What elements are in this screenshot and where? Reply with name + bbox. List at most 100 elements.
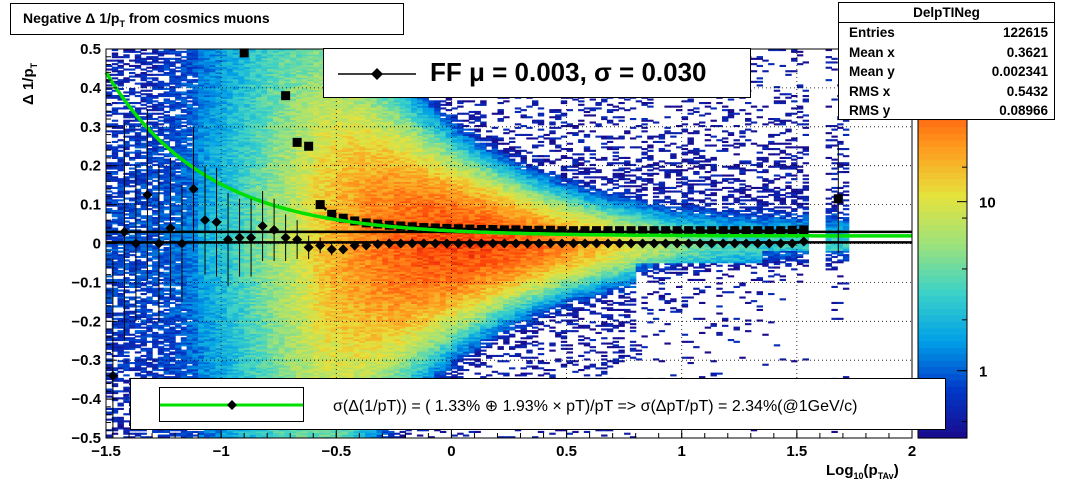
heatmap-cell [221,296,228,299]
heatmap-cell [221,376,228,379]
heatmap-cell [152,109,159,112]
heatmap-cell [221,176,228,179]
heatmap-cell [192,109,199,112]
heatmap-cell [238,89,245,92]
heatmap-cell [238,277,245,280]
heatmap-cell [180,326,188,329]
heatmap-cell [192,257,199,260]
heatmap-cell [134,146,142,149]
heatmap-cell [209,169,216,172]
heatmap-cell [163,236,170,239]
heatmap-cell [129,268,136,271]
heatmap-cell [140,240,147,243]
heatmap-cell [129,130,136,133]
heatmap-cell [169,109,176,112]
heatmap-cell [157,229,165,232]
heatmap-cell [203,107,211,110]
heatmap-cell [221,255,228,258]
heatmap-cell [175,280,182,283]
heatmap-cell [221,132,228,135]
heatmap-cell [152,194,159,197]
heatmap-cell [146,326,153,329]
heatmap-cell [152,156,159,159]
heatmap-cell [221,434,228,437]
heatmap-cell [152,232,159,235]
heatmap-cell [169,245,176,248]
heatmap-cell [186,79,193,82]
heatmap-cell [175,305,182,308]
heatmap-cell [226,349,234,352]
heatmap-cell [123,429,130,432]
heatmap-cell [221,365,228,368]
heatmap-cell [198,80,205,83]
heatmap-cell [198,319,205,322]
heatmap-cell [209,284,216,287]
heatmap-cell [215,79,222,82]
heatmap-cell [106,224,113,227]
heatmap-cell [209,192,216,195]
heatmap-cell [255,263,263,266]
heatmap-cell [140,130,147,133]
heatmap-cell [152,429,159,432]
heatmap-cell [146,324,153,327]
heatmap-cell [123,146,130,149]
heatmap-cell [152,337,159,340]
heatmap-cell [209,298,216,301]
heatmap-cell [117,82,124,85]
heatmap-cell [198,430,205,433]
heatmap-cell [111,176,119,179]
heatmap-cell [226,56,234,59]
heatmap-cell [106,287,113,290]
heatmap-cell [244,209,251,212]
heatmap-cell [163,271,170,274]
heatmap-cell [209,54,216,57]
heatmap-cell [134,73,142,76]
heatmap-cell [255,98,263,101]
heatmap-cell [186,211,193,214]
heatmap-cell [226,169,234,172]
heatmap-cell [157,95,165,98]
heatmap-cell [186,107,193,110]
heatmap-cell [249,300,257,303]
heatmap-cell [134,317,142,320]
heatmap-cell [192,195,199,198]
heatmap-cell [134,57,142,60]
heatmap-cell [232,339,240,342]
heatmap-cell [163,183,170,186]
heatmap-cell [221,208,228,211]
heatmap-cell [232,172,240,175]
heatmap-cell [226,50,234,53]
heatmap-cell [140,360,147,363]
heatmap-cell [186,73,193,76]
heatmap-cell [163,179,170,182]
heatmap-cell [146,240,153,243]
heatmap-cell [163,195,170,198]
heatmap-cell [209,353,216,356]
heatmap-cell [203,194,211,197]
heatmap-cell [175,80,182,83]
heatmap-cell [157,204,165,207]
heatmap-cell [152,201,159,204]
heatmap-cell [215,107,222,110]
heatmap-cell [175,270,182,273]
heatmap-cell [169,206,176,209]
heatmap-cell [203,225,211,228]
heatmap-cell [146,248,153,251]
heatmap-cell [238,181,245,184]
heatmap-cell [192,434,199,437]
heatmap-cell [186,123,193,126]
heatmap-cell [146,116,153,119]
heatmap-cell [192,254,199,257]
heatmap-cell [198,300,205,303]
heatmap-cell [238,362,245,365]
heatmap-cell [226,374,234,377]
heatmap-cell [117,323,124,326]
heatmap-cell [169,68,176,71]
heatmap-cell [163,261,170,264]
heatmap-cell [111,63,119,66]
heatmap-cell [134,324,142,327]
heatmap-cell [186,282,193,285]
heatmap-cell [209,144,216,147]
heatmap-cell [111,89,119,92]
heatmap-cell [106,229,113,232]
